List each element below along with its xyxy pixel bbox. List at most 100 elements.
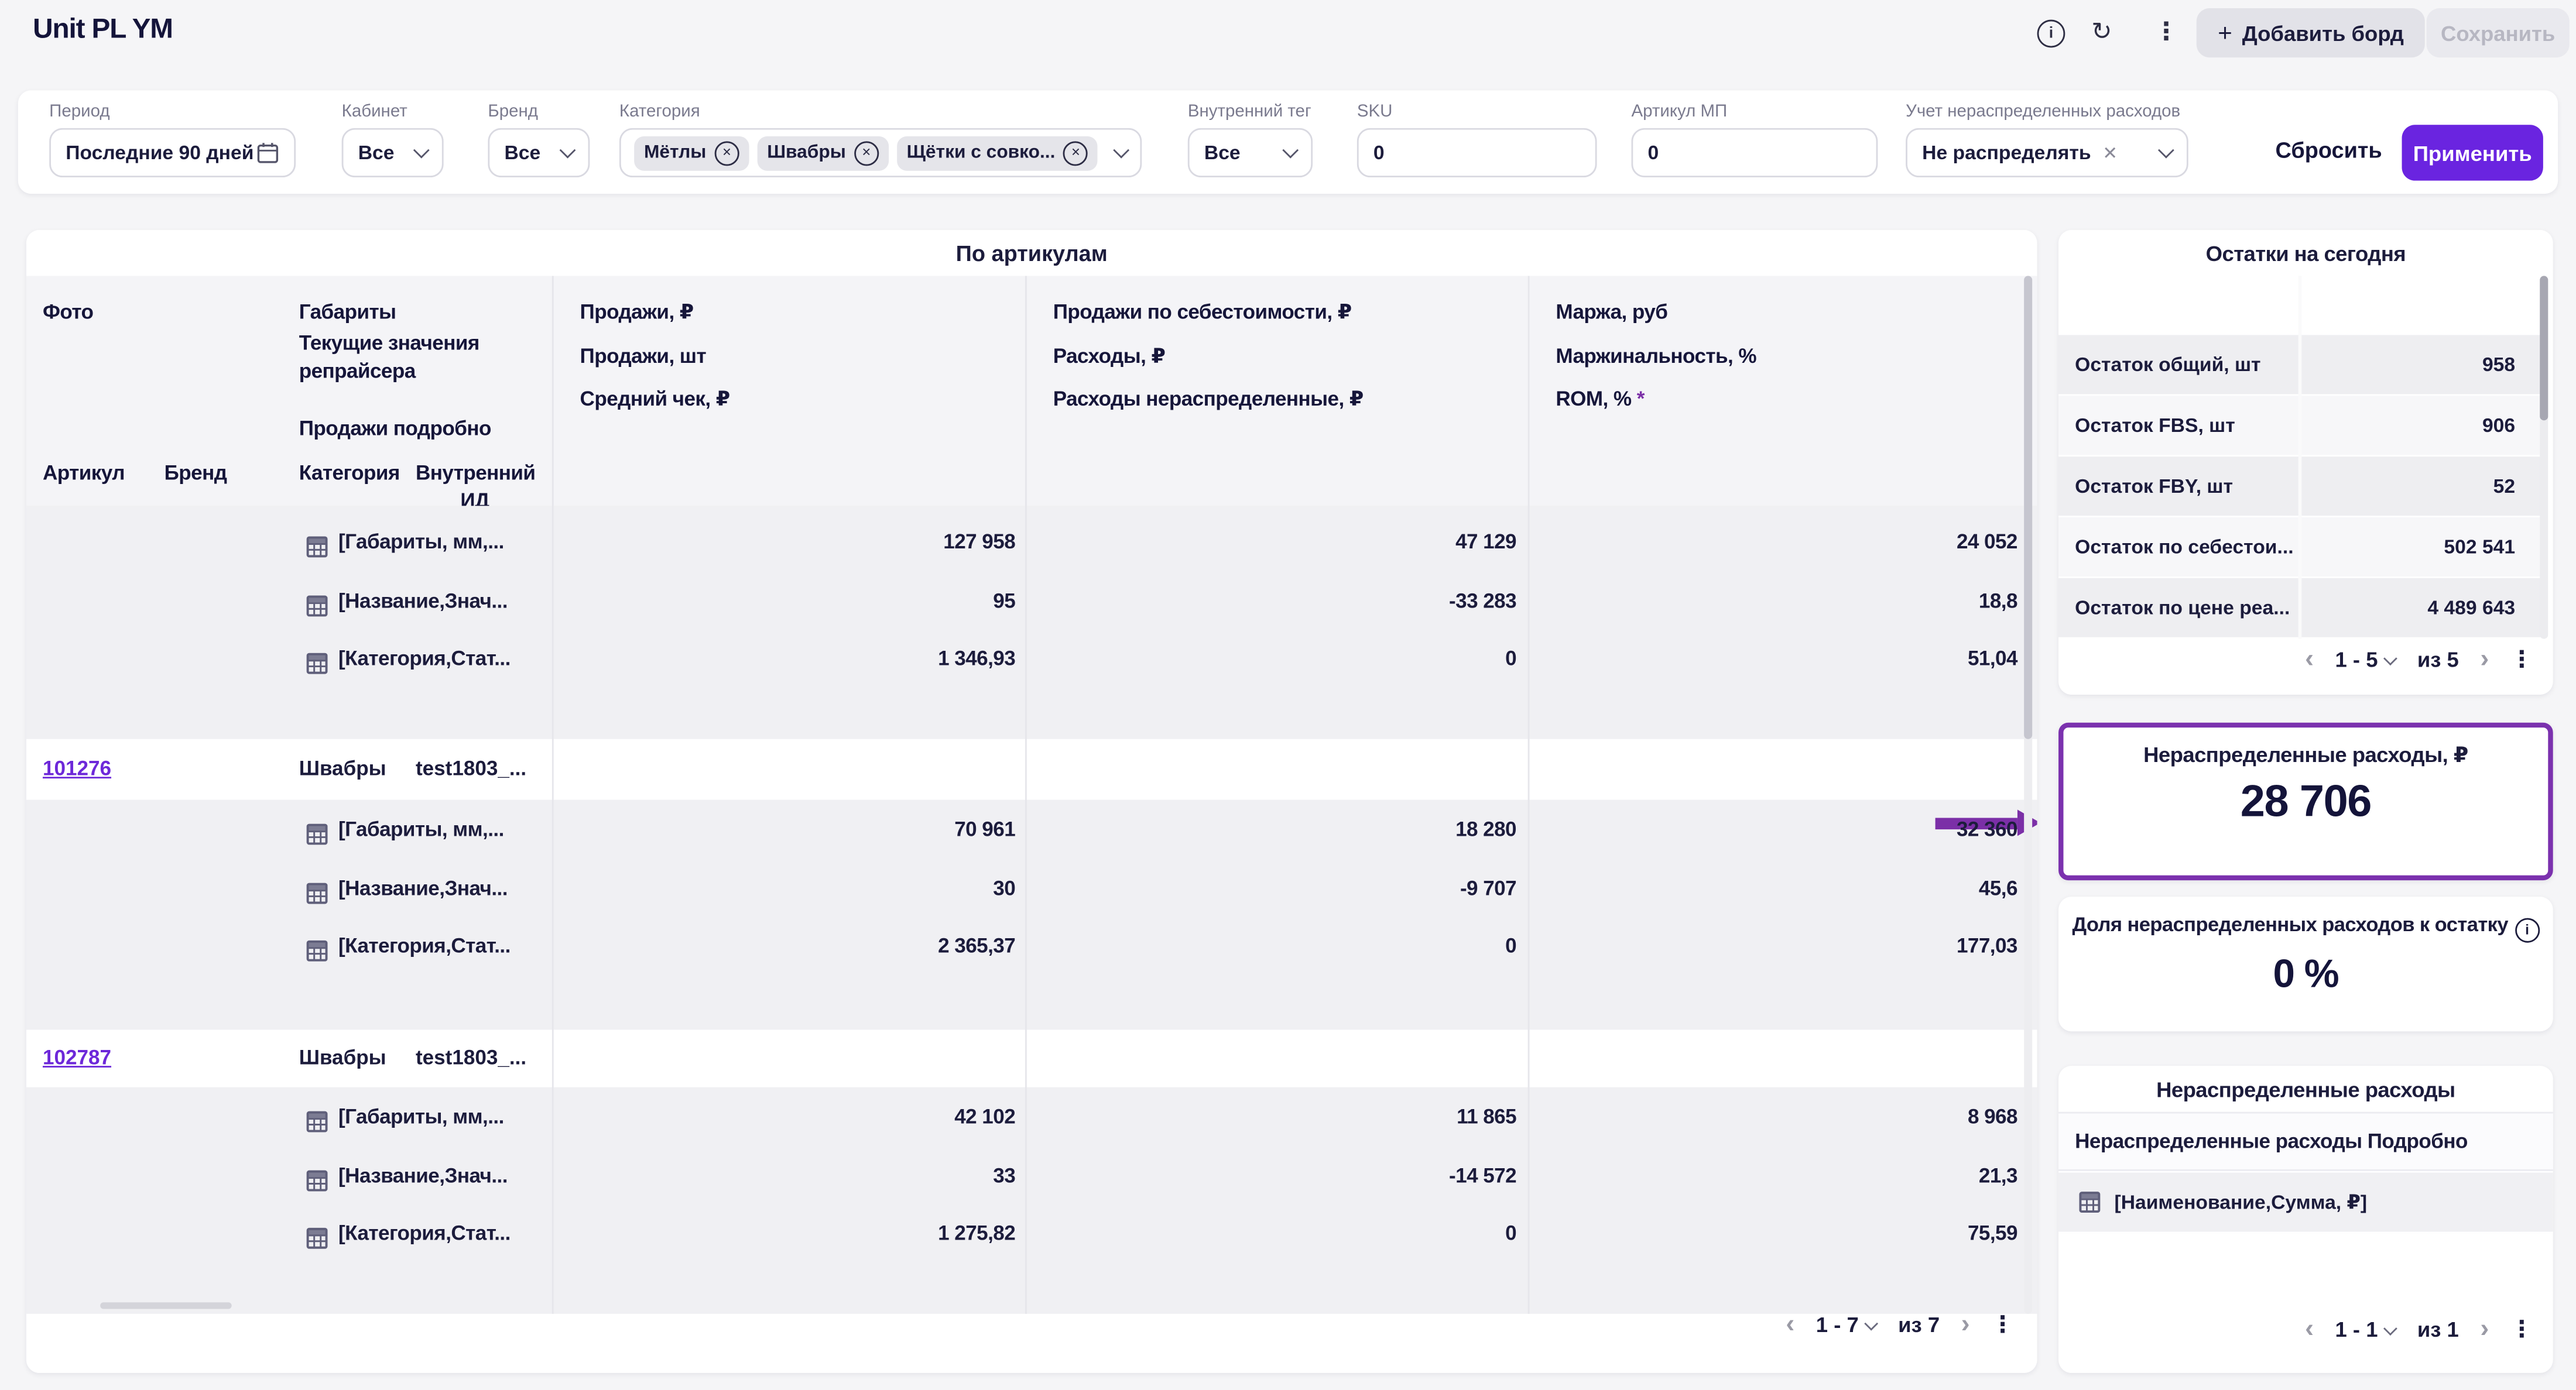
unallocated-detail-panel: Нераспределенные расходы Нераспределенны…: [2058, 1066, 2553, 1373]
column-divider: [551, 276, 554, 1314]
remove-chip-icon[interactable]: ✕: [854, 140, 879, 166]
horizontal-scrollbar[interactable]: [100, 1302, 232, 1309]
page-range-select[interactable]: 1 - 7: [1816, 1312, 1879, 1337]
article-mp-label: Артикул МП: [1631, 101, 1728, 122]
vertical-scrollbar[interactable]: [2024, 276, 2033, 1314]
col-brand: Бренд: [164, 461, 227, 485]
share-card: Доля нераспределенных расходов к остатку…: [2058, 897, 2553, 1032]
category-select[interactable]: Мётлы ✕ Швабры ✕ Щётки с совко... ✕: [619, 128, 1142, 178]
category-chip[interactable]: Мётлы ✕: [634, 135, 749, 170]
period-input[interactable]: Последние 90 дней: [49, 128, 296, 178]
chevron-down-icon: [559, 142, 576, 159]
info-icon[interactable]: i: [2515, 917, 2540, 942]
article-category: Швабры: [299, 1046, 386, 1069]
clear-icon[interactable]: ✕: [2102, 143, 2118, 164]
table-row[interactable]: [Название,Знач... 33 -14 572 21,3: [26, 1155, 2037, 1197]
category-label: Категория: [619, 101, 700, 122]
refresh-icon[interactable]: ↻: [2091, 18, 2112, 46]
stock-panel: Остатки на сегодня Остаток общий, шт 958…: [2058, 229, 2553, 695]
table-header: Фото Габариты Текущие значения репрайсер…: [26, 276, 2037, 513]
chevron-down-icon: [413, 142, 430, 159]
col-sales-qty: Продажи, шт: [580, 345, 707, 368]
table-grid-icon: [306, 818, 328, 860]
article-link[interactable]: 101276: [42, 757, 112, 780]
table-grid-icon: [306, 1222, 328, 1265]
col-rom: ROM, % *: [1556, 387, 1645, 411]
detail-pagination: ‹ 1 - 1 из 1 › ⋮: [2305, 1316, 2533, 1344]
table-row[interactable]: [Название,Знач... 30 -9 707 45,6: [26, 867, 2037, 910]
col-avg-check: Средний чек, ₽: [580, 387, 731, 411]
table-grid-icon: [306, 1106, 328, 1148]
scrollbar-thumb[interactable]: [2024, 276, 2033, 739]
articles-table-card: По артикулам Фото Габариты Текущие значе…: [26, 229, 2037, 1373]
table-row[interactable]: [Категория,Стат... 1 346,93 0 51,04: [26, 637, 2037, 680]
save-button[interactable]: Сохранить: [2426, 8, 2570, 58]
kebab-icon[interactable]: ⋮: [1991, 1310, 2015, 1337]
column-divider: [2298, 276, 2302, 639]
kpi-title: Нераспределенные расходы, ₽: [2143, 742, 2468, 767]
brand-label: Бренд: [488, 101, 539, 122]
sku-input[interactable]: 0: [1356, 128, 1597, 178]
unallocated-expenses-card: Нераспределенные расходы, ₽ 28 706: [2058, 722, 2553, 881]
prev-page-icon[interactable]: ‹: [1786, 1309, 1795, 1338]
stock-pagination: ‹ 1 - 5 из 5 › ⋮: [2305, 646, 2533, 674]
col-category: Категория: [299, 461, 400, 485]
page-total: из 1: [2417, 1317, 2459, 1342]
kebab-menu-icon[interactable]: ⋮: [2153, 18, 2178, 46]
col-sales-rub: Продажи, ₽: [580, 300, 694, 324]
scrollbar-thumb[interactable]: [2540, 276, 2548, 421]
next-page-icon[interactable]: ›: [2480, 644, 2489, 673]
table-grid-icon: [2078, 1190, 2101, 1221]
cabinet-label: Кабинет: [341, 101, 407, 122]
table-row[interactable]: [Наименование,Сумма, ₽]: [2058, 1172, 2553, 1234]
sku-label: SKU: [1356, 101, 1393, 122]
remove-chip-icon[interactable]: ✕: [714, 140, 739, 166]
col-marginality: Маржинальность, %: [1556, 345, 1757, 368]
cabinet-select[interactable]: Все: [341, 128, 444, 178]
table-grid-icon: [306, 1165, 328, 1207]
add-board-button[interactable]: + Добавить борд: [2196, 8, 2426, 58]
col-repricer: Текущие значения репрайсера: [299, 331, 480, 383]
article-mp-input[interactable]: 0: [1631, 128, 1878, 178]
table-row[interactable]: [Габариты, мм,... 127 958 47 129 24 052: [26, 521, 2037, 564]
table-row[interactable]: [Габариты, мм,... 70 961 18 280 32 360: [26, 808, 2037, 851]
table-row[interactable]: [Категория,Стат... 1 275,82 0 75,59: [26, 1212, 2037, 1255]
table-row[interactable]: [Название,Знач... 95 -33 283 18,8: [26, 580, 2037, 623]
table-title: По артикулам: [955, 241, 1108, 266]
article-row: 101276 Швабры test1803_...: [26, 747, 2037, 790]
table-grid-icon: [306, 935, 328, 977]
info-icon[interactable]: i: [2037, 19, 2065, 48]
unalloc-mode-select[interactable]: Не распределять ✕: [1906, 128, 2188, 178]
vertical-scrollbar[interactable]: [2540, 276, 2548, 639]
chevron-down-icon: [2384, 1320, 2398, 1335]
table-row[interactable]: [Категория,Стат... 2 365,37 0 177,03: [26, 925, 2037, 967]
prev-page-icon[interactable]: ‹: [2305, 644, 2314, 673]
article-link[interactable]: 102787: [42, 1046, 112, 1069]
next-page-icon[interactable]: ›: [2480, 1315, 2489, 1343]
filter-bar: Период Последние 90 дней Кабинет Все Бре…: [18, 90, 2558, 194]
category-chip[interactable]: Щётки с совко... ✕: [896, 135, 1098, 170]
remove-chip-icon[interactable]: ✕: [1063, 140, 1088, 166]
apply-button[interactable]: Применить: [2402, 125, 2543, 181]
brand-select[interactable]: Все: [488, 128, 590, 178]
column-divider: [1527, 276, 1530, 1314]
page-range-select[interactable]: 1 - 5: [2335, 647, 2398, 672]
internal-tag-label: Внутренний тег: [1187, 101, 1311, 122]
internal-tag-select[interactable]: Все: [1187, 128, 1313, 178]
stat-group-band: [26, 799, 2037, 1030]
kebab-icon[interactable]: ⋮: [2510, 1315, 2534, 1342]
page-range-select[interactable]: 1 - 1: [2335, 1317, 2398, 1342]
col-cost-sales: Продажи по себестоимости, ₽: [1053, 300, 1352, 324]
next-page-icon[interactable]: ›: [1961, 1309, 1970, 1338]
page-title: Unit PL YM: [33, 13, 173, 44]
col-sku: Артикул: [42, 461, 125, 485]
col-internal-id: Внутренний ИД: [415, 461, 536, 513]
col-sales-detail: Продажи подробно: [299, 417, 492, 441]
reset-button[interactable]: Сбросить: [2275, 138, 2382, 163]
period-label: Период: [49, 101, 110, 122]
table-row[interactable]: [Габариты, мм,... 42 102 11 865 8 968: [26, 1096, 2037, 1138]
table-grid-icon: [306, 647, 328, 690]
prev-page-icon[interactable]: ‹: [2305, 1315, 2314, 1343]
category-chip[interactable]: Швабры ✕: [757, 135, 889, 170]
kebab-icon[interactable]: ⋮: [2510, 645, 2534, 672]
